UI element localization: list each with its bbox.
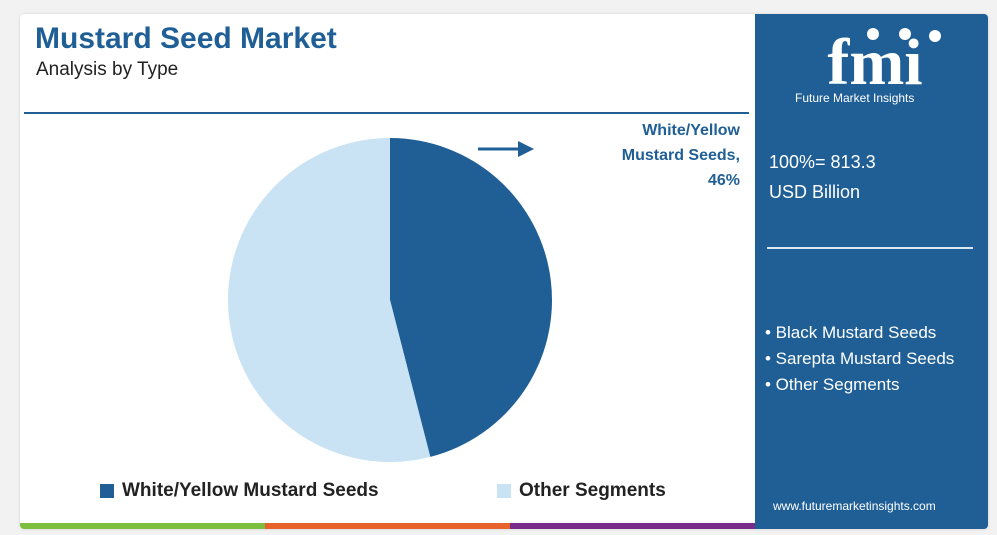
segment-list: • Black Mustard Seeds • Sarepta Mustard … bbox=[765, 320, 980, 398]
header-divider bbox=[24, 112, 749, 114]
callout-line-1: White/Yellow bbox=[642, 122, 740, 139]
panel-divider bbox=[767, 247, 973, 249]
bar-segment-green bbox=[20, 523, 265, 529]
pie-slice-other-segments bbox=[227, 138, 431, 463]
legend-swatch bbox=[100, 484, 114, 498]
pie-callout-label: White/Yellow Mustard Seeds, 46% bbox=[580, 118, 740, 193]
legend-label: White/Yellow Mustard Seeds bbox=[122, 480, 379, 501]
chart-legend: White/Yellow Mustard Seeds Other Segment… bbox=[100, 480, 740, 510]
chart-subtitle: Analysis by Type bbox=[36, 59, 179, 80]
chart-title: Mustard Seed Market bbox=[35, 22, 337, 55]
bottom-color-bar bbox=[20, 523, 755, 529]
bar-segment-purple bbox=[510, 523, 755, 529]
total-unit: USD Billion bbox=[769, 182, 861, 202]
segment-item: • Black Mustard Seeds bbox=[765, 323, 937, 342]
callout-line-2: Mustard Seeds, bbox=[621, 147, 740, 164]
segment-item: • Other Segments bbox=[765, 375, 900, 394]
website-url: www.futuremarketinsights.com bbox=[773, 499, 936, 513]
pie-chart bbox=[227, 138, 552, 463]
logo-tagline: Future Market Insights bbox=[795, 91, 915, 105]
right-arrow-icon bbox=[478, 141, 534, 157]
fmi-logo: fmi bbox=[827, 26, 941, 99]
segment-item: • Sarepta Mustard Seeds bbox=[765, 349, 955, 368]
info-panel: fmi Future Market Insights 100%= 813.3 U… bbox=[755, 14, 988, 529]
total-value: 100%= 813.3 bbox=[769, 152, 876, 172]
chart-card: Mustard Seed Market Analysis by Type Whi… bbox=[20, 14, 988, 529]
pie-slice-white-yellow-mustard-seeds bbox=[390, 138, 552, 457]
legend-item-white-yellow: White/Yellow Mustard Seeds bbox=[100, 480, 379, 502]
legend-item-other: Other Segments bbox=[497, 480, 666, 502]
callout-line-3: 46% bbox=[707, 172, 740, 189]
legend-label: Other Segments bbox=[519, 480, 666, 501]
market-total: 100%= 813.3 USD Billion bbox=[769, 147, 876, 207]
legend-swatch bbox=[497, 484, 511, 498]
bar-segment-orange bbox=[265, 523, 510, 529]
